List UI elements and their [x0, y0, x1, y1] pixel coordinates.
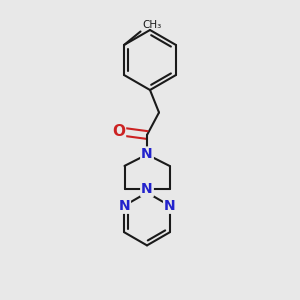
- Text: N: N: [141, 148, 153, 161]
- Text: N: N: [118, 199, 130, 213]
- Text: O: O: [112, 124, 125, 140]
- Text: N: N: [141, 182, 153, 196]
- Text: N: N: [164, 199, 176, 213]
- Text: CH₃: CH₃: [142, 20, 161, 30]
